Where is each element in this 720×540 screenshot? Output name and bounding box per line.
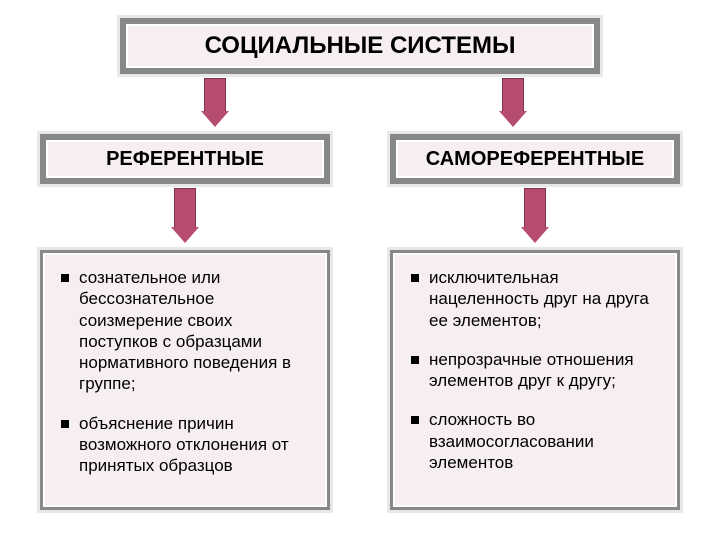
arrow-head-icon	[171, 227, 199, 243]
right-content-box: исключительная нацеленность друг на друг…	[390, 250, 680, 510]
list-item: непрозрачные отношения элементов друг к …	[411, 349, 659, 392]
left-heading-text: РЕФЕРЕНТНЫЕ	[106, 148, 264, 171]
arrow-shaft	[524, 188, 546, 228]
main-title-box: СОЦИАЛЬНЫЕ СИСТЕМЫ	[120, 18, 600, 74]
arrow-head-icon	[521, 227, 549, 243]
arrow-mid-right	[520, 188, 550, 244]
arrow-mid-left	[170, 188, 200, 244]
list-item: сложность во взаимосогласовании элементо…	[411, 409, 659, 473]
arrow-shaft	[174, 188, 196, 228]
left-content-box: сознательное или бессознательное соизмер…	[40, 250, 330, 510]
arrow-head-icon	[201, 111, 229, 127]
right-heading-text: САМОРЕФЕРЕНТНЫЕ	[426, 148, 644, 171]
arrow-head-icon	[499, 111, 527, 127]
list-item: сознательное или бессознательное соизмер…	[61, 267, 309, 395]
left-heading-box: РЕФЕРЕНТНЫЕ	[40, 134, 330, 184]
arrow-shaft	[502, 78, 524, 112]
arrow-shaft	[204, 78, 226, 112]
arrow-top-right	[498, 78, 528, 128]
main-title-text: СОЦИАЛЬНЫЕ СИСТЕМЫ	[205, 32, 516, 60]
list-item: объяснение причин возможного отклонения …	[61, 413, 309, 477]
list-item: исключительная нацеленность друг на друг…	[411, 267, 659, 331]
right-heading-box: САМОРЕФЕРЕНТНЫЕ	[390, 134, 680, 184]
arrow-top-left	[200, 78, 230, 128]
